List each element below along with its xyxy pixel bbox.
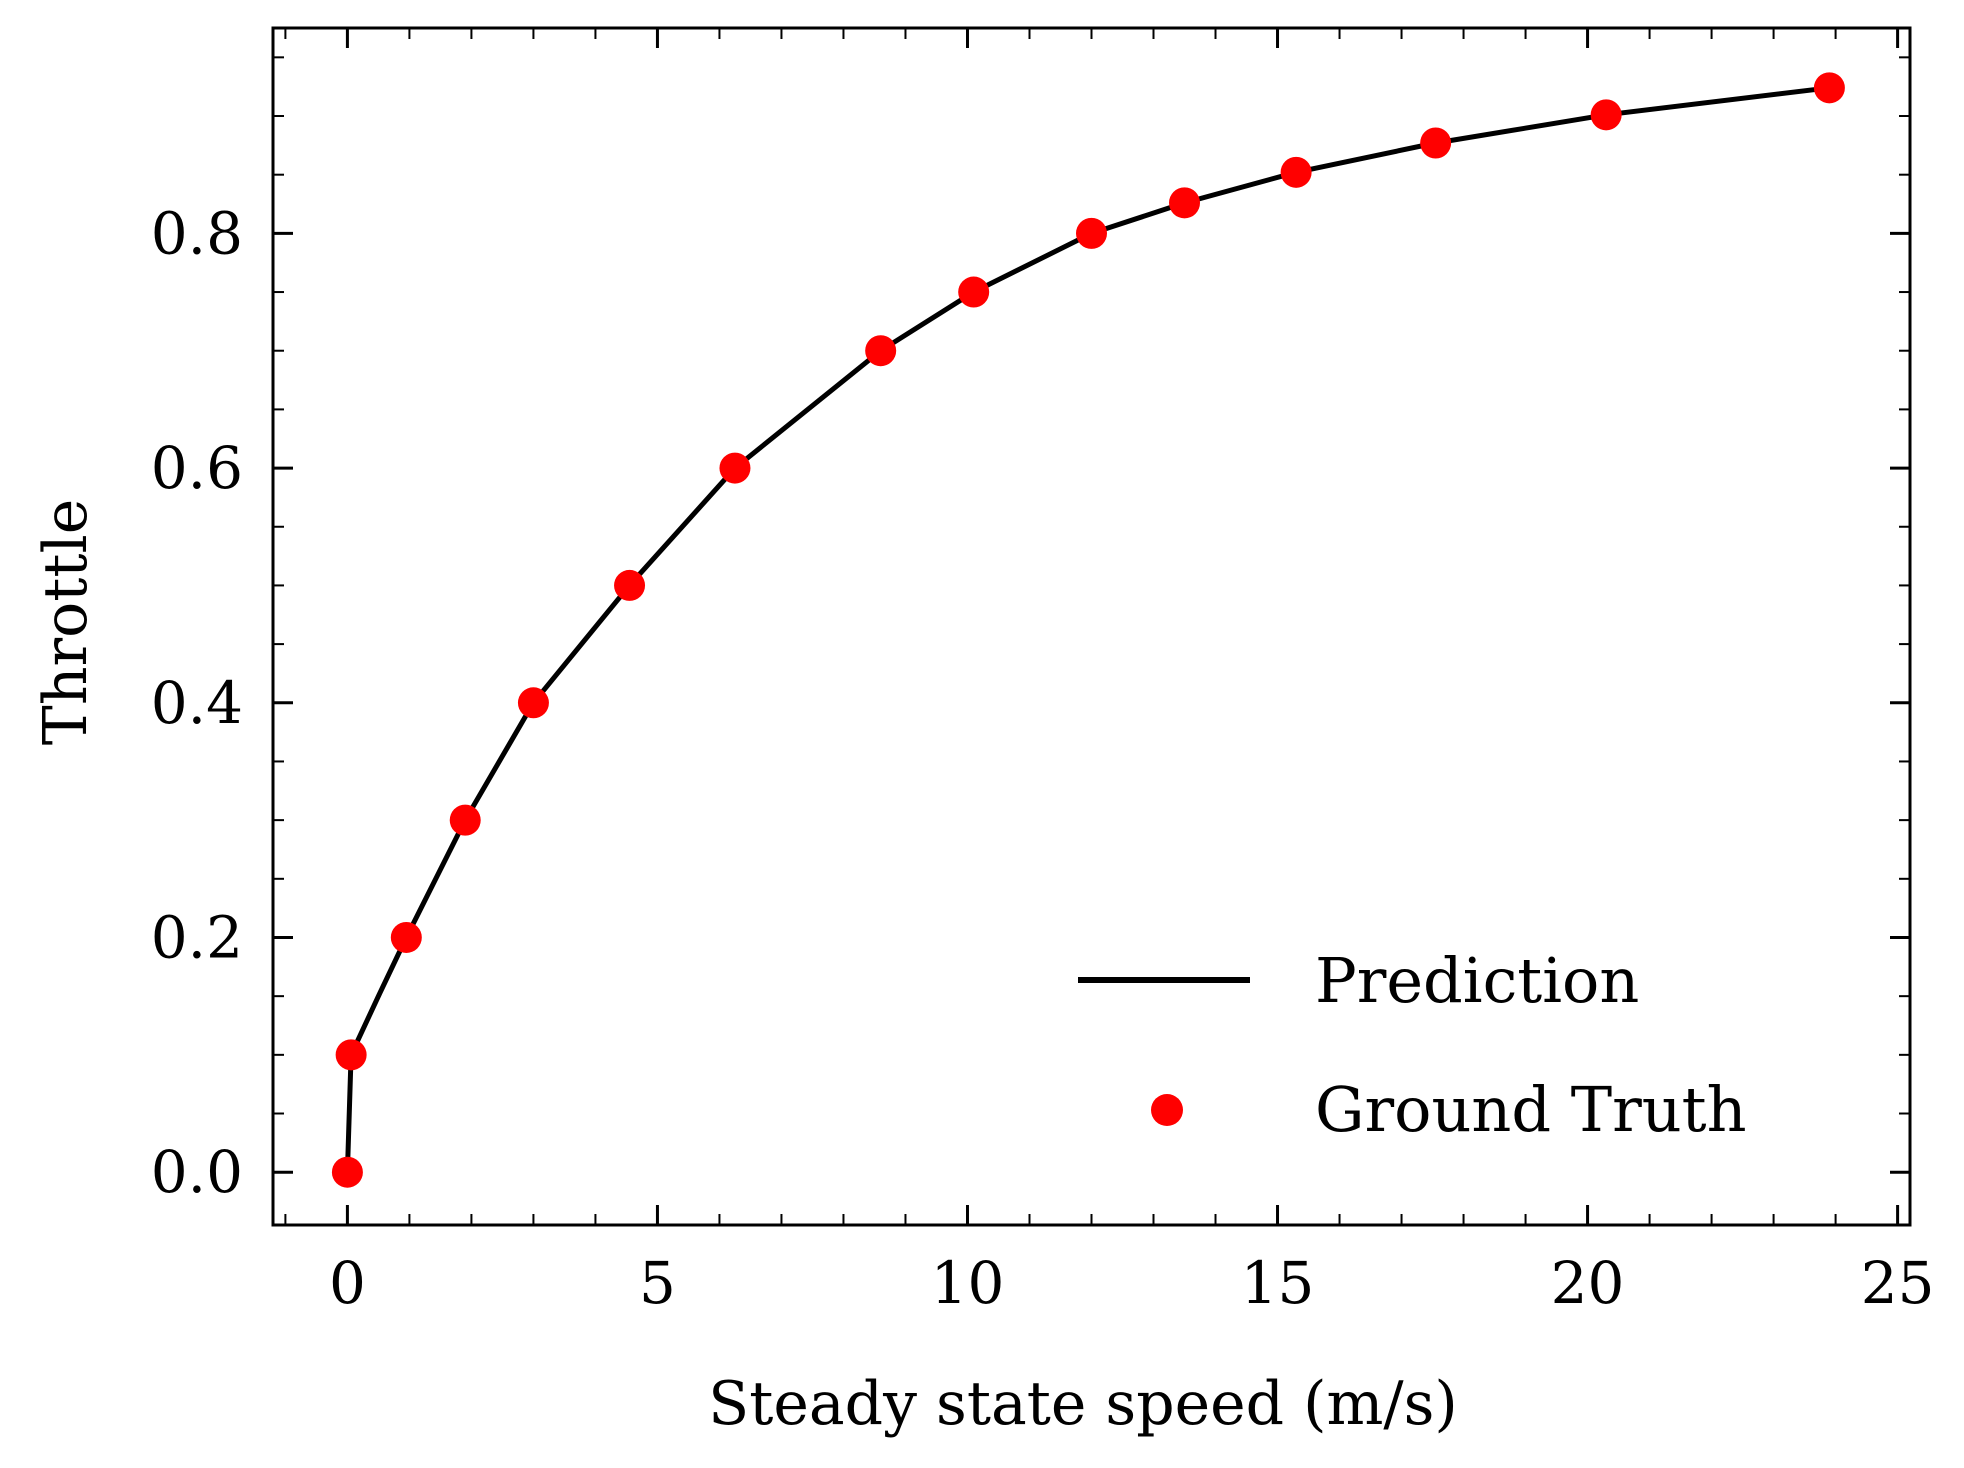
ground-truth-point: [1420, 127, 1452, 159]
x-tick-label: 15: [1241, 1249, 1315, 1317]
y-tick-labels: 0.0 0.2 0.4 0.6 0.8: [151, 199, 243, 1206]
minor-ticks: [273, 28, 1910, 1225]
x-tick-label: 20: [1551, 1249, 1625, 1317]
x-tick-label: 25: [1861, 1249, 1935, 1317]
ground-truth-point: [614, 569, 646, 601]
ground-truth-point: [390, 921, 422, 953]
x-tick-label: 0: [329, 1249, 366, 1317]
y-tick-label: 0.0: [151, 1138, 243, 1206]
series-layer: [331, 72, 1845, 1188]
x-tick-label: 10: [931, 1249, 1005, 1317]
y-tick-label: 0.2: [151, 903, 243, 971]
y-tick-label: 0.8: [151, 199, 243, 267]
legend-ground-truth-swatch: [1151, 1094, 1183, 1126]
legend: Prediction Ground Truth: [1078, 944, 1747, 1146]
ground-truth-point: [865, 335, 897, 367]
plot-frame: [271, 26, 1912, 1227]
major-ticks: [273, 28, 1910, 1225]
ground-truth-point: [719, 452, 751, 484]
x-tick-label: 5: [639, 1249, 676, 1317]
ground-truth-point: [449, 804, 481, 836]
ground-truth-point: [331, 1156, 363, 1188]
legend-ground-truth-label: Ground Truth: [1315, 1073, 1747, 1146]
ground-truth-point: [1169, 187, 1201, 219]
ground-truth-point: [335, 1039, 367, 1071]
y-tick-label: 0.4: [151, 669, 243, 737]
ground-truth-point: [517, 687, 549, 719]
y-axis-label: Throttle: [31, 499, 101, 745]
legend-prediction-label: Prediction: [1315, 944, 1639, 1017]
ground-truth-point: [958, 276, 990, 308]
ground-truth-point: [1076, 217, 1107, 249]
ground-truth-point: [1280, 156, 1312, 188]
ground-truth-point: [1813, 72, 1845, 104]
ground-truth-point: [1590, 99, 1622, 131]
y-tick-label: 0.6: [151, 434, 243, 502]
x-tick-labels: 0 5 10 15 20 25: [329, 1249, 1935, 1317]
prediction-line: [344, 85, 1832, 1175]
x-axis-label: Steady state speed (m/s): [708, 1369, 1458, 1439]
